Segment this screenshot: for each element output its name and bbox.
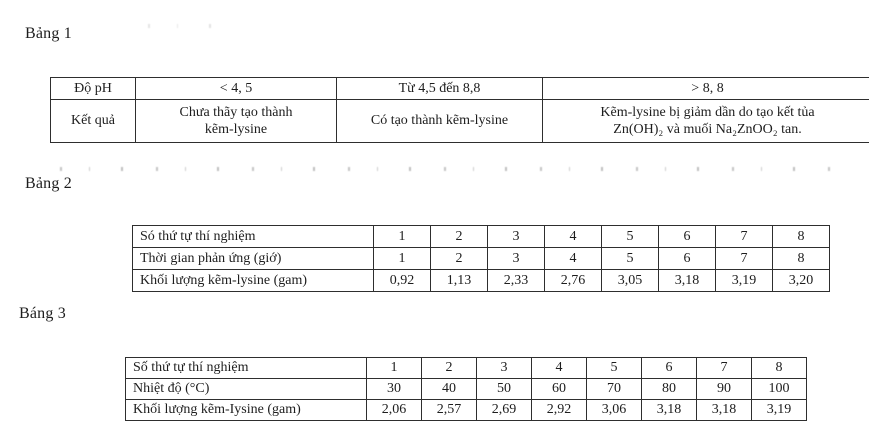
- table-cell: 4: [544, 247, 602, 270]
- table-cell: Kết quả: [50, 99, 136, 143]
- table-cell: 2: [430, 225, 488, 248]
- table-row: Khối lượng kẽm-lysine (gam) 0,92 1,13 2,33 2…: [132, 269, 830, 292]
- table-cell: > 8, 8: [542, 77, 869, 100]
- table-cell: Chưa thãy tạo thành kẽm-lysine: [135, 99, 337, 143]
- table-cell: 30: [366, 378, 422, 400]
- table-cell: 2,92: [531, 399, 587, 421]
- table-1-label: Bảng 1: [25, 25, 72, 42]
- table-cell: 3,18: [641, 399, 697, 421]
- table-cell: Có tạo thành kẽm-lysine: [336, 99, 543, 143]
- table-cell: 2,57: [421, 399, 477, 421]
- table-cell: Độ pH: [50, 77, 136, 100]
- table-cell: 1,13: [430, 269, 488, 292]
- table-cell: 6: [641, 357, 697, 379]
- table-cell: 2,76: [544, 269, 602, 292]
- table-cell: 3,06: [586, 399, 642, 421]
- table-3-temperature: Số thứ tự thí nghiệm 1 2 3 4 5 6 7 8 Nhiệt độ (°C…: [125, 357, 807, 421]
- table-cell: Thời gian phản ứng (giớ): [132, 247, 374, 270]
- table-cell: 8: [772, 247, 830, 270]
- erased-text-smudge: [60, 167, 835, 171]
- table-row: Nhiệt độ (°C) 30 40 50 60 70 80 90 100: [125, 378, 807, 400]
- table-cell: < 4, 5: [135, 77, 337, 100]
- table-cell: 4: [531, 357, 587, 379]
- table-cell: Số thứ tự thí nghiệm: [125, 357, 367, 379]
- table-cell: 3: [487, 225, 545, 248]
- table-2-reaction-time: Só thứ tự thí nghiệm 1 2 3 4 5 6 7 8 Thời gian ph…: [132, 225, 830, 292]
- table-cell: 2: [421, 357, 477, 379]
- table-cell: 3,19: [715, 269, 773, 292]
- table-cell: 2,06: [366, 399, 422, 421]
- table-cell: 50: [476, 378, 532, 400]
- table-cell: 2,69: [476, 399, 532, 421]
- table-row: Kết quả Chưa thãy tạo thành kẽm-lysine Có …: [50, 99, 869, 143]
- table-row: Độ pH < 4, 5 Từ 4,5 đến 8,8 > 8, 8: [50, 77, 869, 100]
- table-cell: 5: [601, 225, 659, 248]
- table-row: Khối lượng kẽm-Iysine (gam) 2,06 2,57 2,69 2…: [125, 399, 807, 421]
- table-cell: 1: [373, 225, 431, 248]
- table-cell: 0,92: [373, 269, 431, 292]
- table-cell: 4: [544, 225, 602, 248]
- table-cell: Từ 4,5 đến 8,8: [336, 77, 543, 100]
- table-cell: 2,33: [487, 269, 545, 292]
- table-cell: 70: [586, 378, 642, 400]
- table-cell: Kẽm-lysine bị giảm dần do tạo kết tủa Zn…: [542, 99, 869, 143]
- table-row: Số thứ tự thí nghiệm 1 2 3 4 5 6 7 8: [125, 357, 807, 379]
- table-row: Thời gian phản ứng (giớ) 1 2 3 4 5 6 7 8: [132, 247, 830, 270]
- table-cell: 8: [772, 225, 830, 248]
- table-cell: 40: [421, 378, 477, 400]
- table-cell: 3,18: [696, 399, 752, 421]
- table-cell: 6: [658, 247, 716, 270]
- table-cell: 7: [715, 225, 773, 248]
- table-cell: Khối lượng kẽm-lysine (gam): [132, 269, 374, 292]
- table-cell: 80: [641, 378, 697, 400]
- table-cell: Khối lượng kẽm-Iysine (gam): [125, 399, 367, 421]
- table-cell: 3: [487, 247, 545, 270]
- table-cell: 6: [658, 225, 716, 248]
- table-row: Só thứ tự thí nghiệm 1 2 3 4 5 6 7 8: [132, 225, 830, 248]
- table-cell: 90: [696, 378, 752, 400]
- table-1-ph-results: Độ pH < 4, 5 Từ 4,5 đến 8,8 > 8, 8 Kết quả Ch…: [50, 77, 869, 143]
- table-cell: 3,19: [751, 399, 807, 421]
- table-cell: 8: [751, 357, 807, 379]
- table-cell: 2: [430, 247, 488, 270]
- table-cell: 3,18: [658, 269, 716, 292]
- table-cell: 7: [715, 247, 773, 270]
- table-2-label: Bảng 2: [25, 175, 72, 192]
- table-cell: Só thứ tự thí nghiệm: [132, 225, 374, 248]
- table-3-label: Báng 3: [19, 305, 66, 322]
- table-cell: 3: [476, 357, 532, 379]
- table-cell: 5: [586, 357, 642, 379]
- table-cell: 3,20: [772, 269, 830, 292]
- table-cell: 3,05: [601, 269, 659, 292]
- table-cell: 60: [531, 378, 587, 400]
- table-cell: 1: [373, 247, 431, 270]
- table-cell: 100: [751, 378, 807, 400]
- erased-text-smudge: [148, 24, 243, 28]
- table-cell: Nhiệt độ (°C): [125, 378, 367, 400]
- table-cell: 5: [601, 247, 659, 270]
- table-cell: 7: [696, 357, 752, 379]
- table-cell: 1: [366, 357, 422, 379]
